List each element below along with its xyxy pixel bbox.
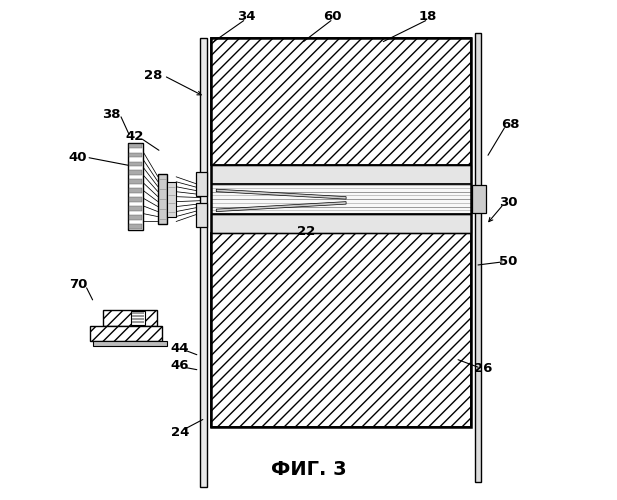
Text: 44: 44 [171, 342, 189, 355]
Bar [129, 162, 142, 166]
Text: 50: 50 [499, 256, 517, 268]
Bar [129, 216, 142, 220]
Text: 26: 26 [474, 362, 492, 375]
Bar [211, 38, 471, 165]
Bar [472, 186, 486, 213]
Text: 22: 22 [297, 225, 315, 238]
Text: 46: 46 [171, 359, 189, 372]
Text: 18: 18 [419, 10, 437, 23]
Bar [201, 38, 207, 487]
Text: 24: 24 [171, 426, 189, 440]
Text: 34: 34 [237, 10, 255, 23]
Bar [196, 172, 207, 196]
Bar [129, 152, 142, 157]
Bar [211, 184, 471, 214]
Text: 60: 60 [323, 10, 342, 23]
Bar [129, 224, 142, 228]
Bar [133, 312, 144, 314]
Bar [474, 33, 481, 482]
Text: 40: 40 [69, 152, 88, 164]
Bar [128, 143, 143, 230]
Bar [211, 233, 471, 427]
Bar [196, 203, 207, 227]
Bar [129, 170, 142, 175]
Bar [129, 198, 142, 202]
Bar [129, 206, 142, 211]
Bar [211, 38, 471, 427]
Text: 42: 42 [126, 130, 144, 143]
Bar [211, 214, 471, 233]
Text: 38: 38 [102, 108, 121, 121]
Polygon shape [216, 189, 346, 199]
Text: 68: 68 [501, 118, 520, 131]
Text: 70: 70 [69, 278, 88, 291]
Bar [90, 326, 162, 340]
Text: 30: 30 [499, 196, 517, 209]
Text: ФИГ. 3: ФИГ. 3 [271, 460, 346, 479]
Bar [133, 315, 144, 317]
Polygon shape [216, 202, 346, 211]
Bar [158, 174, 167, 224]
Bar [102, 310, 157, 326]
Bar [129, 188, 142, 193]
Text: 28: 28 [144, 69, 162, 82]
Bar [131, 311, 146, 325]
Bar [129, 180, 142, 184]
Bar [133, 321, 144, 323]
Bar [211, 165, 471, 184]
Bar [93, 340, 167, 345]
Bar [167, 182, 176, 216]
Bar [133, 318, 144, 320]
Bar [129, 144, 142, 148]
